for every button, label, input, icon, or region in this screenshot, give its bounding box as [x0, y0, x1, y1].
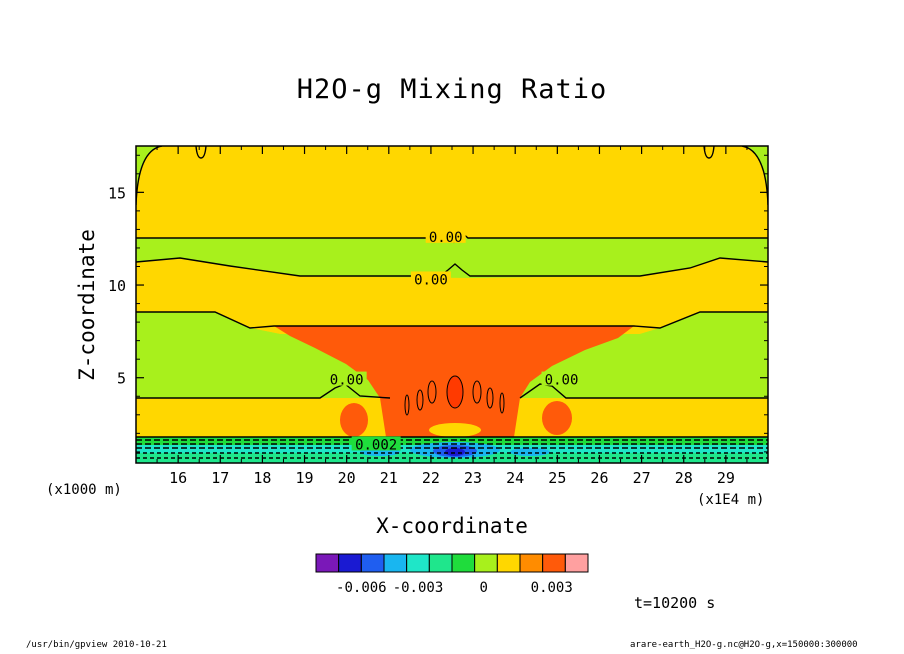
colorbar-swatch: [564, 553, 589, 573]
field-band-green1: [136, 238, 768, 278]
x-tick-label: 16: [169, 469, 187, 487]
time-label: t=10200 s: [634, 594, 716, 612]
contour-label: 0.00: [414, 272, 448, 288]
x-tick-label: 18: [253, 469, 271, 487]
x-tick-label: 29: [717, 469, 735, 487]
y-tick-label: 10: [108, 277, 126, 295]
x-unit-label: (x1000 m): [46, 482, 122, 498]
contour-label-bg: [541, 371, 582, 386]
x-tick-label: 17: [211, 469, 229, 487]
x-tick-label: 24: [506, 469, 524, 487]
y-axis-label: Z-coordinate: [75, 229, 99, 381]
contour-label: 0.00: [545, 373, 579, 389]
colorbar-swatch: [519, 553, 544, 573]
colorbar-tick-label: -0.006: [336, 580, 387, 596]
colorbar-swatch: [451, 553, 476, 573]
field-band-upper: [136, 146, 768, 238]
x-tick-label: 25: [548, 469, 566, 487]
colorbar-swatch: [428, 553, 453, 573]
colorbar-swatch: [315, 553, 340, 573]
contour-label-bg: [326, 371, 367, 386]
contour-label: 0.00: [330, 373, 364, 389]
footer-right: arare-earth_H2O-g.nc@H2O-g,x=150000:3000…: [630, 640, 858, 650]
colorbar-swatch: [338, 553, 362, 573]
chart-title: H2O-g Mixing Ratio: [296, 74, 608, 105]
field-blob-right: [542, 401, 572, 435]
x-tick-label: 27: [633, 469, 651, 487]
y-tick-label: 15: [108, 184, 126, 202]
x-tick-label: 19: [296, 469, 314, 487]
field-band-yellow2: [136, 258, 768, 334]
y-tick-label: 5: [117, 370, 126, 388]
colorbar-swatch: [542, 553, 566, 573]
contour-label: 0.00: [429, 230, 463, 246]
colorbar-swatch: [406, 553, 430, 573]
colorbar: -0.006 -0.003 0 0.003: [315, 553, 589, 596]
x-tick-label: 21: [380, 469, 398, 487]
x-tick-label: 20: [338, 469, 356, 487]
colorbar-swatch: [496, 553, 521, 573]
x-ticks: 16 17 18 19 20 21 22 23 24 25 26 27 28 29: [156, 146, 748, 487]
x-tick-label: 22: [422, 469, 440, 487]
colorbar-tick-label: 0: [480, 580, 488, 596]
colorbar-swatch: [383, 553, 408, 573]
contour-label-bg: [425, 228, 466, 243]
x-scale-label: (x1E4 m): [697, 492, 765, 508]
contour-labels: 0.00 0.00 0.00 0.00 0.002: [326, 228, 582, 453]
colorbar-swatch: [474, 553, 498, 573]
x-axis-label: X-coordinate: [376, 514, 528, 538]
x-tick-label: 28: [675, 469, 693, 487]
colorbar-tick-label: -0.003: [393, 580, 444, 596]
contour-label-bg: [351, 436, 401, 451]
field-blob-left: [340, 403, 368, 437]
field-low-green: [136, 437, 768, 445]
footer-left: /usr/bin/gpview 2010-10-21: [26, 640, 167, 650]
x-tick-label: 23: [464, 469, 482, 487]
contour-label-bg: [410, 271, 451, 286]
colorbar-swatch: [360, 553, 385, 573]
contour-label: 0.002: [355, 437, 397, 453]
y-ticks: 5 10 15: [108, 154, 768, 453]
x-tick-label: 26: [590, 469, 608, 487]
colorbar-tick-label: 0.003: [531, 580, 573, 596]
